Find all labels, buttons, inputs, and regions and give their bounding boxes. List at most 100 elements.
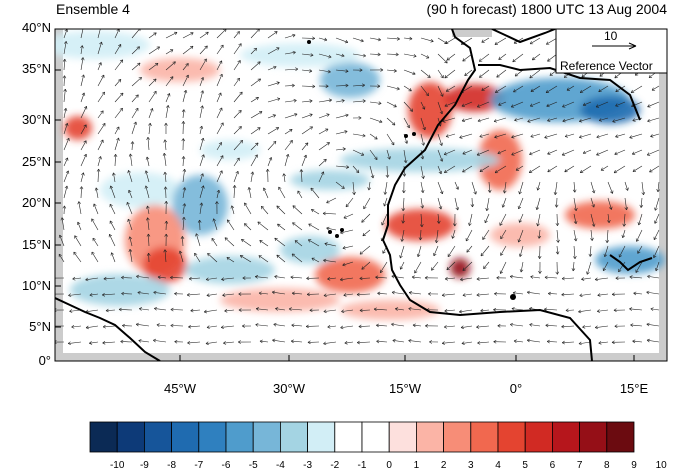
wind-vector-head bbox=[183, 89, 188, 94]
wind-vector-head bbox=[181, 138, 186, 142]
wind-vector bbox=[206, 325, 218, 328]
colorbar-label: -8 bbox=[167, 460, 177, 471]
wind-vector-head bbox=[262, 187, 267, 191]
wind-vector bbox=[618, 245, 626, 258]
wind-vector-head bbox=[629, 135, 633, 139]
wind-vector bbox=[335, 114, 349, 119]
wind-vector-head bbox=[621, 234, 626, 239]
wind-vector bbox=[412, 324, 422, 327]
wind-vector bbox=[318, 113, 330, 119]
wind-vector bbox=[80, 106, 87, 119]
wind-vector bbox=[544, 308, 558, 311]
wind-vector-head bbox=[518, 219, 522, 223]
wind-vector bbox=[103, 277, 116, 280]
colorbar-swatch bbox=[443, 421, 472, 453]
wind-vector-head bbox=[244, 223, 248, 227]
wind-vector bbox=[402, 213, 405, 224]
wind-vector bbox=[486, 197, 490, 211]
wind-vector-head bbox=[361, 83, 365, 88]
wind-vector-head bbox=[612, 119, 616, 123]
wind-vector-head bbox=[306, 276, 310, 281]
wind-vector bbox=[170, 325, 184, 327]
wind-vector-head bbox=[446, 266, 450, 271]
wind-vector-head bbox=[462, 58, 466, 62]
wind-vector bbox=[514, 69, 524, 77]
wind-vector-head bbox=[595, 104, 600, 108]
wind-vector bbox=[446, 53, 456, 61]
wind-vector-head bbox=[346, 165, 350, 169]
wind-vector-head bbox=[466, 249, 470, 253]
cape-verde-island bbox=[328, 230, 332, 234]
wind-vector-head bbox=[344, 341, 348, 345]
wind-vector bbox=[409, 292, 422, 295]
wind-vector-head bbox=[135, 94, 139, 98]
wind-vector bbox=[431, 261, 439, 271]
madeira-island bbox=[307, 40, 311, 44]
wind-vector-head bbox=[255, 275, 259, 279]
wind-vector-head bbox=[579, 89, 584, 93]
wind-vector-head bbox=[517, 239, 522, 243]
wind-vector-head bbox=[511, 152, 515, 156]
wind-vector bbox=[437, 69, 444, 79]
wind-vector-head bbox=[377, 37, 381, 42]
wind-vector bbox=[344, 341, 354, 344]
wind-vector-head bbox=[615, 88, 619, 93]
wind-vector bbox=[63, 89, 66, 103]
wind-vector bbox=[519, 181, 524, 195]
wind-vector bbox=[499, 213, 507, 226]
wind-vector-head bbox=[327, 325, 331, 329]
wind-vector-head bbox=[562, 118, 566, 123]
wind-vector bbox=[97, 169, 99, 183]
wind-vector-head bbox=[206, 325, 210, 329]
colorbar-label: -5 bbox=[248, 460, 258, 471]
wind-vector-head bbox=[182, 203, 187, 207]
wind-vector bbox=[267, 66, 277, 71]
wind-vector-head bbox=[118, 44, 122, 48]
anomaly-blob bbox=[55, 31, 150, 59]
wind-vector-head bbox=[561, 276, 565, 281]
wind-vector bbox=[420, 53, 430, 59]
wind-vector-head bbox=[359, 68, 363, 72]
wind-vector-head bbox=[170, 76, 174, 80]
wind-vector-head bbox=[462, 267, 466, 271]
wind-vector bbox=[420, 181, 424, 193]
wind-vector bbox=[556, 229, 559, 243]
wind-vector bbox=[444, 165, 456, 173]
africa-coastline bbox=[381, 29, 593, 361]
wind-vector bbox=[471, 181, 477, 195]
wind-vector-head bbox=[444, 60, 448, 64]
wind-vector bbox=[248, 187, 252, 199]
wind-vector-head bbox=[614, 151, 618, 156]
wind-vector-head bbox=[647, 118, 651, 123]
wind-vector bbox=[465, 229, 473, 242]
wind-vector bbox=[73, 251, 82, 263]
colorbar-swatch bbox=[171, 421, 200, 453]
wind-vector-head bbox=[571, 268, 576, 272]
wind-vector-head bbox=[447, 253, 451, 258]
wind-vector-head bbox=[590, 237, 594, 241]
domain-edge-north bbox=[452, 29, 492, 37]
wind-vector-head bbox=[408, 306, 412, 311]
wind-vector-head bbox=[150, 108, 154, 112]
wind-vector-head bbox=[579, 135, 583, 139]
wind-vector bbox=[272, 339, 286, 343]
wind-vector-head bbox=[323, 37, 328, 42]
wind-vector bbox=[414, 261, 422, 274]
wind-vector-head bbox=[383, 203, 387, 207]
wind-vector-head bbox=[77, 201, 81, 205]
wind-vector-head bbox=[461, 118, 466, 122]
wind-vector bbox=[301, 85, 315, 87]
wind-vector bbox=[547, 165, 558, 173]
wind-vector bbox=[511, 133, 524, 138]
wind-vector-head bbox=[578, 309, 582, 314]
lat-label: 0° bbox=[38, 353, 51, 368]
wind-vector-head bbox=[421, 175, 425, 179]
wind-vector-head bbox=[199, 202, 204, 206]
wind-vector-head bbox=[255, 307, 259, 311]
wind-vector bbox=[462, 165, 473, 173]
wind-vector-head bbox=[100, 139, 104, 143]
wind-vector-head bbox=[441, 341, 445, 345]
wind-vector-head bbox=[220, 122, 224, 126]
wind-vector bbox=[335, 130, 348, 135]
wind-vector-head bbox=[163, 249, 167, 253]
